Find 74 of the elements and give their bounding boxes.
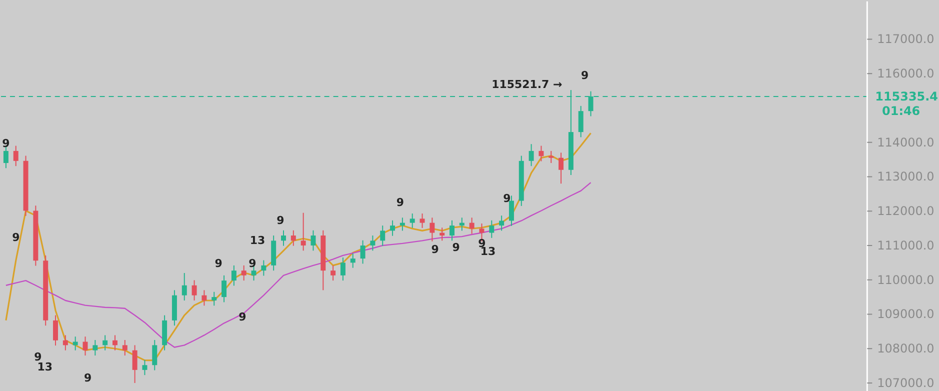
candlestick [53, 314, 58, 346]
y-tick-label: 107000.0 [877, 376, 934, 390]
y-tick-label: 116000.0 [877, 66, 934, 81]
y-tick-label: 117000.0 [877, 32, 934, 46]
candlestick [122, 340, 128, 356]
annotation: 9 [84, 372, 92, 385]
candlestick [548, 150, 554, 164]
candlestick [92, 340, 98, 356]
candlestick [489, 220, 494, 238]
candlestick [410, 213, 415, 228]
candlestick [310, 230, 316, 252]
candlestick [430, 217, 435, 242]
candlestick [72, 336, 78, 351]
text: 01:46 [882, 104, 920, 118]
candlestick [578, 105, 584, 138]
candlestick [370, 235, 376, 252]
line-series [5, 182, 592, 348]
y-tick-label: 108000.0 [877, 342, 934, 356]
candlestick [241, 264, 246, 282]
ref-line-label: 115335.4 [875, 89, 938, 104]
candlestick [261, 260, 266, 276]
candlestick [340, 257, 346, 282]
candlestick [142, 359, 148, 376]
candlestick [469, 217, 474, 234]
candlestick [390, 220, 396, 236]
candlestick [528, 144, 534, 167]
candlestick [558, 152, 564, 184]
candlestick [112, 334, 118, 351]
annotation: 9 [276, 214, 284, 227]
candlestick [102, 334, 108, 351]
candlestick [350, 252, 356, 268]
candlestick [182, 272, 187, 301]
y-tick-label: 111000.0 [877, 238, 934, 252]
annotation: 9 [580, 69, 589, 82]
candlestick [508, 195, 514, 226]
candlestick [499, 215, 504, 232]
annotation: 9 [2, 137, 10, 150]
y-tick-label: 110000.0 [877, 272, 934, 287]
annotation: 13 [250, 234, 266, 247]
candlestick [192, 280, 197, 301]
annotation: 9 [248, 256, 256, 270]
annotation: 9 [452, 240, 460, 254]
annotation: 115521.7 → [492, 78, 562, 92]
y-tick-label: 109000.0 [877, 307, 934, 322]
candlestick [290, 230, 296, 246]
candlestick [330, 264, 336, 282]
candlestick [380, 225, 386, 246]
annotation: 9 [396, 196, 404, 209]
candlestick [212, 291, 217, 306]
annotation: 9 [503, 192, 511, 205]
y-tick-label: 114000.0 [877, 135, 934, 150]
annotation: 9 [12, 230, 20, 244]
candlestick [450, 220, 454, 242]
candlestick [538, 145, 544, 162]
annotation: 9 [238, 310, 246, 324]
candlestick [82, 336, 88, 356]
candlestick [152, 340, 158, 371]
candlestick [400, 217, 405, 232]
y-tick-label: 112000.0 [877, 204, 934, 218]
candlestick [231, 264, 236, 286]
annotation: 9 [214, 256, 222, 270]
candlestick [62, 334, 68, 351]
candlestick [13, 145, 18, 167]
candlestick [440, 227, 445, 242]
candlestick [281, 230, 286, 246]
candlestick [360, 240, 366, 264]
y-tick-label: 113000.0 [877, 170, 934, 184]
candlestick [300, 212, 306, 252]
candlestick [222, 274, 227, 303]
candlestick [420, 213, 425, 228]
candlestick [202, 290, 207, 306]
annotation: 9 [431, 242, 439, 256]
candlestick [459, 217, 464, 232]
candlestick [132, 344, 138, 384]
